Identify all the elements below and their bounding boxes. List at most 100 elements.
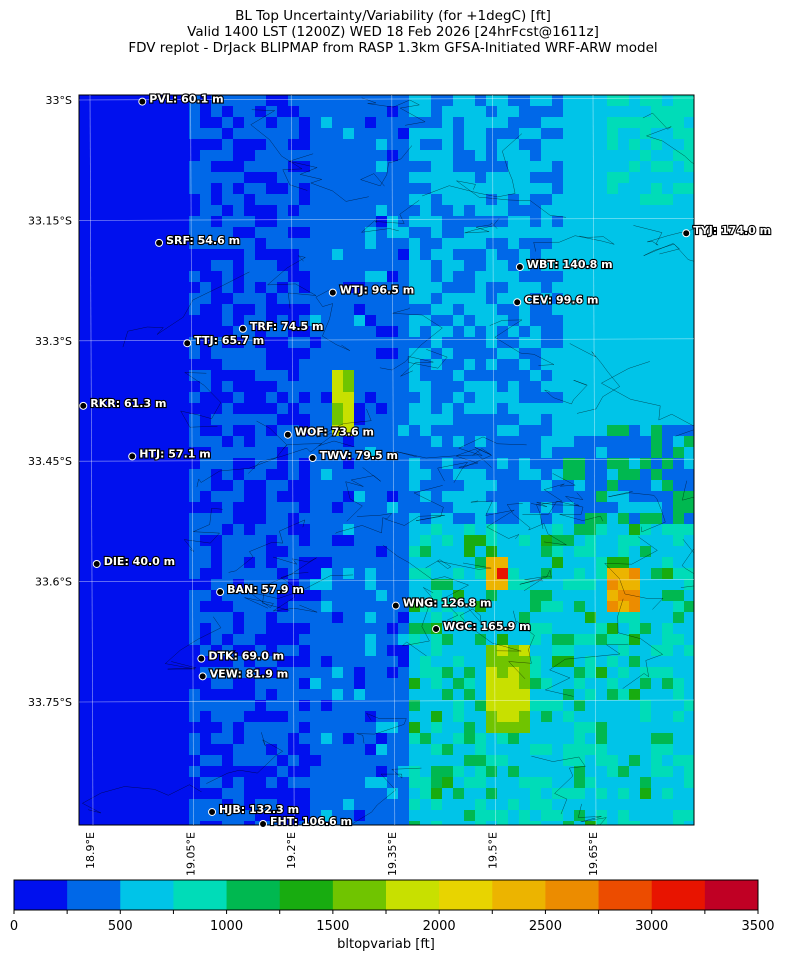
- field-cell: [574, 535, 586, 547]
- field-cell: [343, 238, 355, 250]
- field-cell: [310, 249, 322, 261]
- field-cell: [244, 337, 256, 349]
- station-marker[interactable]: VEW: 81.9 m: [198, 666, 289, 681]
- station-marker[interactable]: TRF: 74.5 m: [238, 319, 325, 334]
- field-cell: [640, 260, 652, 272]
- field-cell: [541, 623, 553, 635]
- field-cell: [332, 579, 344, 591]
- field-cell: [167, 392, 179, 404]
- field-cell: [90, 689, 102, 701]
- station-marker[interactable]: BAN: 57.9 m: [216, 582, 305, 597]
- station-marker[interactable]: SRF: 54.6 m: [155, 233, 241, 248]
- field-cell: [167, 172, 179, 184]
- terrain-contour: [470, 500, 520, 539]
- field-cell: [552, 777, 564, 789]
- station-marker[interactable]: PVL: 60.1 m: [138, 92, 225, 107]
- field-cell: [310, 359, 322, 371]
- field-cell: [376, 491, 388, 503]
- field-cell: [211, 524, 223, 536]
- station-marker[interactable]: HJB: 132.3 m: [208, 802, 300, 817]
- station-label: WNG: 126.8 m: [403, 597, 492, 610]
- field-cell: [508, 601, 520, 613]
- field-cell: [519, 469, 531, 481]
- station-marker[interactable]: RKR: 61.3 m: [79, 396, 168, 411]
- field-cell: [530, 502, 542, 514]
- field-cell: [629, 766, 641, 778]
- field-cell: [618, 535, 630, 547]
- field-cell: [123, 722, 135, 734]
- field-cell: [376, 645, 388, 657]
- field-cell: [673, 700, 685, 712]
- field-cell: [497, 623, 509, 635]
- field-cell: [552, 249, 564, 261]
- field-cell: [167, 227, 179, 239]
- field-cell: [134, 381, 146, 393]
- field-cell: [134, 458, 146, 470]
- station-marker[interactable]: WGC: 165.9 m: [432, 619, 532, 634]
- field-cell: [387, 425, 399, 437]
- field-cell: [288, 524, 300, 536]
- station-marker[interactable]: TWV: 79.5 m: [308, 448, 399, 463]
- field-cell: [156, 458, 168, 470]
- field-cell: [640, 359, 652, 371]
- station-marker[interactable]: WBT: 140.8 m: [515, 257, 614, 272]
- field-cell: [431, 601, 443, 613]
- field-cell: [541, 139, 553, 151]
- station-marker[interactable]: WOF: 73.6 m: [283, 425, 375, 440]
- field-cell: [123, 194, 135, 206]
- field-cell: [574, 612, 586, 624]
- field-cell: [123, 700, 135, 712]
- station-marker[interactable]: DTK: 69.0 m: [197, 649, 285, 664]
- field-cell: [343, 216, 355, 228]
- field-cell: [618, 480, 630, 492]
- station-marker[interactable]: DIE: 40.0 m: [92, 554, 176, 569]
- field-cell: [266, 810, 278, 822]
- field-cell: [640, 513, 652, 525]
- station-marker[interactable]: WTJ: 96.5 m: [328, 283, 415, 298]
- field-cell: [244, 579, 256, 591]
- field-cell: [596, 205, 608, 217]
- field-cell: [134, 678, 146, 690]
- field-cell: [222, 799, 234, 811]
- field-cell: [156, 139, 168, 151]
- station-marker[interactable]: TTJ: 65.7 m: [183, 333, 265, 348]
- lat-gridline: [78, 338, 695, 342]
- station-marker[interactable]: TYJ: 174.0 m: [682, 223, 772, 238]
- field-cell: [519, 557, 531, 569]
- field-cell: [596, 150, 608, 162]
- terrain-contour: [262, 556, 317, 611]
- station-marker[interactable]: HTJ: 57.1 m: [128, 446, 212, 461]
- field-cell: [486, 348, 498, 360]
- field-cell: [167, 744, 179, 756]
- field-cell: [519, 535, 531, 547]
- field-cell: [266, 425, 278, 437]
- field-cell: [288, 535, 300, 547]
- field-cell: [541, 656, 553, 668]
- field-cell: [453, 161, 465, 173]
- field-cell: [321, 656, 333, 668]
- field-cell: [596, 744, 608, 756]
- field-cell: [134, 436, 146, 448]
- field-cell: [354, 205, 366, 217]
- field-cell: [530, 392, 542, 404]
- field-cell: [453, 568, 465, 580]
- lat-tick-label: 33°S: [46, 94, 72, 107]
- station-label: PVL: 60.1 m: [149, 93, 223, 106]
- field-cell: [453, 381, 465, 393]
- station-marker[interactable]: WNG: 126.8 m: [391, 596, 493, 611]
- colorbar-swatch: [279, 880, 334, 910]
- station-label: WBT: 140.8 m: [527, 258, 613, 271]
- station-marker[interactable]: FHT: 106.6 m: [259, 814, 353, 829]
- field-cell: [453, 557, 465, 569]
- field-cell: [123, 183, 135, 195]
- field-cell: [508, 139, 520, 151]
- field-cell: [189, 744, 201, 756]
- field-cell: [79, 139, 91, 151]
- field-cell: [310, 667, 322, 679]
- field-cell: [255, 656, 267, 668]
- field-cell: [112, 238, 124, 250]
- field-cell: [277, 689, 289, 701]
- field-cell: [387, 722, 399, 734]
- station-marker[interactable]: CEV: 99.6 m: [513, 292, 600, 307]
- field-cell: [101, 700, 113, 712]
